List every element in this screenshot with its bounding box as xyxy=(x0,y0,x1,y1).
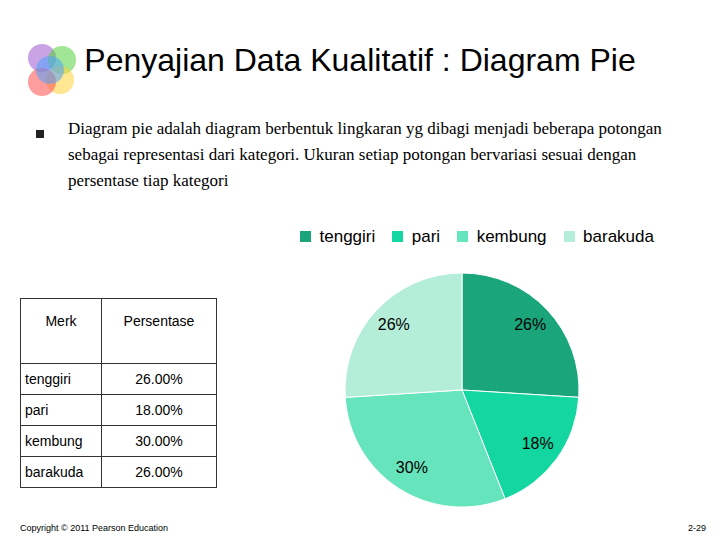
svg-text:26%: 26% xyxy=(378,316,410,333)
html-text:kembung: kembung xyxy=(25,433,83,449)
html-text:Copyright © 2011 Pearson Educa: Copyright © 2011 Pearson Education xyxy=(20,523,169,533)
html-text:2-29: 2-29 xyxy=(688,523,706,533)
html-text:30.00%: 30.00% xyxy=(135,433,183,449)
html-text:tenggiri: tenggiri xyxy=(319,226,376,246)
html-text:18.00%: 18.00% xyxy=(135,402,183,418)
html-text:kembung: kembung xyxy=(476,226,547,246)
html-text:pari: pari xyxy=(25,402,49,418)
html-text:Penyajian Data Kualitatif : Di: Penyajian Data Kualitatif : Diagram Pie xyxy=(84,42,636,78)
svg-text:30%: 30% xyxy=(396,459,428,476)
html-text:pari: pari xyxy=(411,226,441,246)
html-text:tenggiri: tenggiri xyxy=(25,371,71,387)
html-text:Diagram pie adalah diagram ber: Diagram pie adalah diagram berbentuk lin… xyxy=(68,119,662,190)
html-text:Merk: Merk xyxy=(45,313,77,329)
html-text:26.00%: 26.00% xyxy=(135,371,183,387)
html-text:barakuda: barakuda xyxy=(25,464,84,480)
html-text:Persentase: Persentase xyxy=(123,313,195,329)
svg-text:26%: 26% xyxy=(514,316,546,333)
html-text:barakuda: barakuda xyxy=(583,226,654,246)
html-text:26.00%: 26.00% xyxy=(135,464,183,480)
svg-text:18%: 18% xyxy=(522,435,554,452)
